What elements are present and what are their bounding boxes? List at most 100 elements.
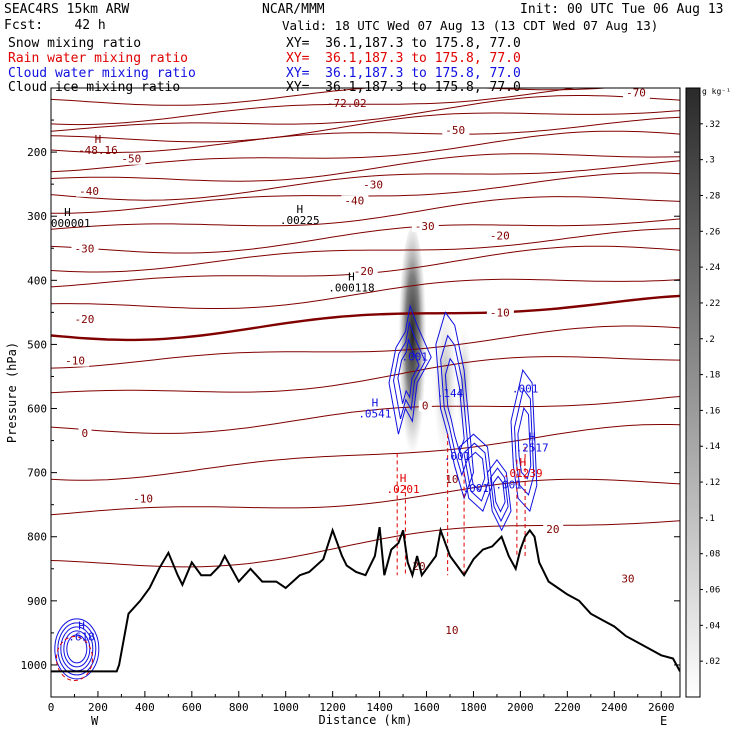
terrain-profile bbox=[51, 526, 680, 673]
field-extremum-label: .001 bbox=[463, 482, 490, 495]
colorbar-tick-label: .24 bbox=[704, 263, 720, 273]
colorbar-tick-label: .1 bbox=[704, 514, 715, 524]
isotherm-label-bg bbox=[71, 243, 99, 255]
isotherm-label: -30 bbox=[363, 178, 383, 191]
cloud-water-contour bbox=[392, 320, 426, 420]
x-tick-label: 2600 bbox=[648, 701, 675, 714]
colorbar-tick-label: .18 bbox=[704, 371, 720, 381]
isotherm-label: -20 bbox=[74, 313, 94, 326]
cloud-water-contour bbox=[63, 630, 91, 668]
colorbar-tick-label: .3 bbox=[704, 156, 715, 166]
field-extremum-label: .00225 bbox=[280, 214, 320, 227]
isotherm-label-bg bbox=[350, 265, 378, 277]
isotherm-label: -30 bbox=[415, 220, 435, 233]
x-tick-label: 1600 bbox=[413, 701, 440, 714]
field-label-cloudwater: Cloud water mixing ratio bbox=[8, 66, 196, 81]
y-tick-label: 400 bbox=[27, 274, 47, 287]
isotherm-label: -50 bbox=[445, 124, 465, 137]
field-extremum-label: H bbox=[519, 456, 526, 469]
isotherm-label: -10 bbox=[490, 307, 510, 320]
field-xy-cloudwater: XY= 36.1,187.3 to 175.8, 77.0 bbox=[286, 66, 521, 81]
isotherm-line bbox=[51, 116, 680, 153]
field-extremum-label: H bbox=[78, 620, 85, 633]
y-tick-label: 800 bbox=[27, 531, 47, 544]
isotherm-label-bg bbox=[76, 185, 104, 197]
field-extremum-label: H bbox=[529, 431, 536, 444]
snow-mixing-ratio-shading bbox=[433, 302, 458, 463]
field-extremum-label: H bbox=[64, 206, 71, 219]
field-extremum-label: .0541 bbox=[358, 408, 391, 421]
cloud-water-contour bbox=[489, 467, 509, 523]
isotherm-label-bg bbox=[78, 428, 92, 440]
isotherm-label-bg bbox=[618, 573, 639, 585]
y-tick-label: 500 bbox=[27, 338, 47, 351]
isotherm-label-bg bbox=[442, 124, 470, 136]
y-tick-label: 600 bbox=[27, 403, 47, 416]
colorbar-tick-label: .02 bbox=[704, 657, 720, 667]
cloud-water-contour bbox=[467, 451, 486, 492]
isotherm-label-bg bbox=[71, 313, 99, 325]
model-title: SEAC4RS 15km ARW bbox=[4, 2, 130, 17]
isotherm-label: 20 bbox=[546, 523, 559, 536]
cloud-water-contour bbox=[492, 475, 506, 513]
cloud-water-contour bbox=[54, 618, 100, 680]
field-extremum-label: .0201 bbox=[386, 483, 419, 496]
colorbar-tick-label: .2 bbox=[704, 335, 715, 345]
colorbar-tick-label: .26 bbox=[704, 227, 720, 237]
valid-time: Valid: 18 UTC Wed 07 Aug 13 (13 CDT Wed … bbox=[282, 18, 659, 33]
rain-water-contour bbox=[55, 636, 93, 682]
isotherm-label: -10 bbox=[65, 355, 85, 368]
center-label: NCAR/MMM bbox=[262, 2, 325, 17]
isotherm-line bbox=[51, 278, 680, 309]
field-extremum-label: .001 bbox=[495, 479, 522, 492]
isotherm-line bbox=[51, 88, 579, 126]
isotherm-label: 0 bbox=[422, 400, 429, 413]
isotherm-label: -20 bbox=[490, 230, 510, 243]
forecast-hour: Fcst: 42 h bbox=[4, 18, 106, 33]
field-extremum-label: .000001 bbox=[44, 217, 90, 230]
x-axis-label: Distance (km) bbox=[319, 713, 413, 727]
y-tick-label: 1000 bbox=[21, 659, 48, 672]
x-tick-label: 1800 bbox=[460, 701, 487, 714]
colorbar-tick-label: .04 bbox=[704, 621, 720, 631]
cloud-water-contour bbox=[510, 368, 538, 513]
field-xy-rain: XY= 36.1,187.3 to 175.8, 77.0 bbox=[286, 51, 521, 66]
cloud-water-contour bbox=[486, 458, 512, 532]
isotherm-label: -50 bbox=[121, 153, 141, 166]
isotherm-label-bg bbox=[360, 179, 388, 191]
colorbar-tick-label: .14 bbox=[704, 442, 720, 452]
isotherm-label-bg bbox=[341, 195, 369, 207]
isotherm-label: -70 bbox=[626, 87, 646, 100]
isotherm-label: -40 bbox=[79, 185, 99, 198]
y-tick-label: 200 bbox=[27, 146, 47, 159]
x-tick-label: 800 bbox=[229, 701, 249, 714]
colorbar-tick-label: .28 bbox=[704, 191, 720, 201]
cloud-water-contour bbox=[517, 406, 532, 480]
isotherm-label: -40 bbox=[344, 194, 364, 207]
field-extremum-label: -48.16 bbox=[78, 144, 118, 157]
isotherm-label-bg bbox=[486, 307, 514, 319]
isotherm-label: -10 bbox=[133, 492, 153, 505]
cloud-water-contour bbox=[444, 357, 465, 454]
colorbar-scale bbox=[685, 87, 701, 698]
colorbar-unit: g kg⁻¹ bbox=[702, 87, 731, 96]
cloud-water-contour bbox=[66, 634, 88, 664]
isotherm-label-bg bbox=[130, 493, 158, 505]
isotherm-label: -20 bbox=[354, 265, 374, 278]
west-label: W bbox=[91, 714, 99, 728]
isotherm-label: 30 bbox=[621, 573, 634, 586]
colorbar-tick-label: .08 bbox=[704, 550, 720, 560]
x-tick-label: 2200 bbox=[554, 701, 581, 714]
x-tick-label: 1400 bbox=[366, 701, 393, 714]
isotherm-label-bg bbox=[543, 524, 564, 536]
east-label: E bbox=[660, 714, 667, 728]
isotherm-line bbox=[51, 196, 680, 230]
isotherm-line bbox=[51, 130, 680, 173]
x-tick-label: 1000 bbox=[272, 701, 299, 714]
field-extremum-label: .001 bbox=[444, 450, 471, 463]
cloud-water-contour bbox=[397, 337, 420, 404]
colorbar: g kg⁻¹ .02 .04 .06 .08 .1 .12 .14 .16 .18 .2 .22 .24… bbox=[685, 87, 731, 698]
x-tick-label: 200 bbox=[88, 701, 108, 714]
field-extremum-label: H bbox=[95, 133, 102, 146]
